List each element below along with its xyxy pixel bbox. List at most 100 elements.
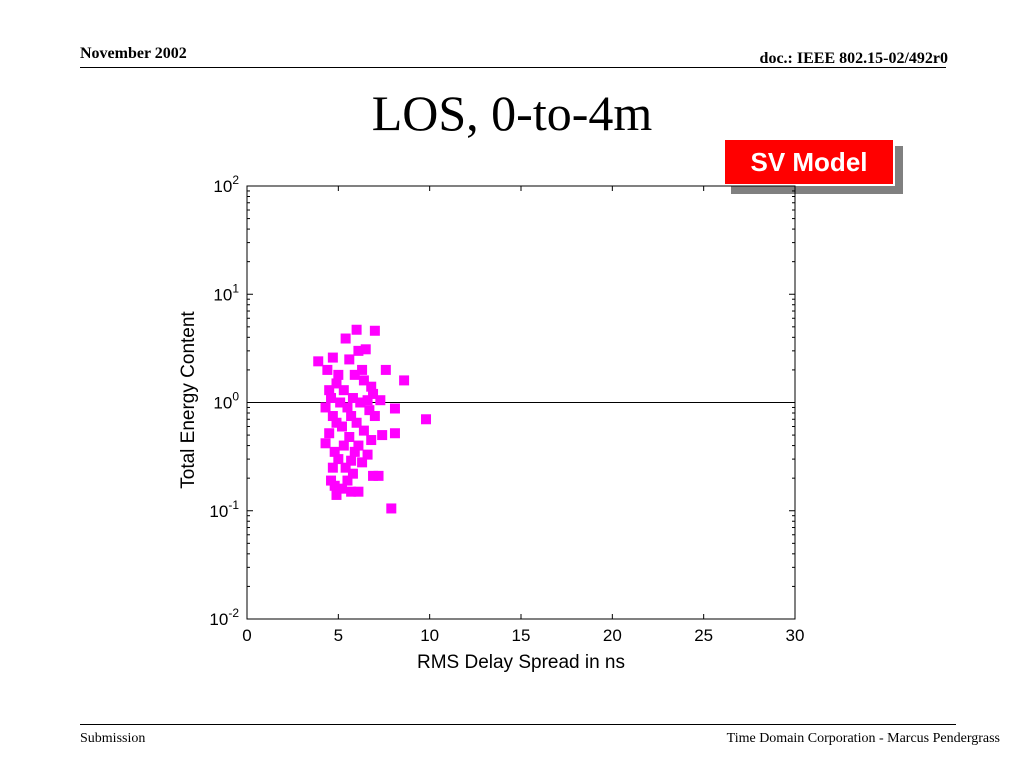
data-point bbox=[331, 417, 342, 428]
x-axis-ticks: 0 5 10 15 20 25 30 bbox=[242, 186, 804, 645]
data-point bbox=[373, 470, 384, 481]
data-point bbox=[349, 369, 360, 380]
data-point bbox=[347, 468, 358, 479]
y-tick-label: 100 bbox=[213, 390, 239, 413]
y-tick-base: 10 bbox=[209, 610, 228, 629]
x-tick-label: 30 bbox=[786, 626, 805, 645]
data-point bbox=[322, 364, 333, 375]
data-point bbox=[351, 324, 362, 335]
data-point bbox=[369, 325, 380, 336]
data-point bbox=[353, 345, 364, 356]
footer-rule bbox=[80, 724, 956, 725]
data-point bbox=[353, 486, 364, 497]
data-point bbox=[333, 369, 344, 380]
data-point bbox=[324, 428, 335, 439]
data-point bbox=[368, 388, 379, 399]
data-point bbox=[358, 425, 369, 436]
y-tick-exponent: 2 bbox=[232, 173, 239, 187]
data-point bbox=[344, 354, 355, 365]
x-axis-label: RMS Delay Spread in ns bbox=[417, 652, 625, 673]
y-tick-base: 10 bbox=[213, 394, 232, 413]
data-point bbox=[380, 364, 391, 375]
data-point bbox=[357, 457, 368, 468]
data-point bbox=[326, 393, 337, 404]
data-point bbox=[336, 421, 347, 432]
y-tick-exponent: 1 bbox=[232, 281, 239, 295]
data-point bbox=[366, 381, 377, 392]
data-point bbox=[327, 352, 338, 363]
data-point bbox=[338, 385, 349, 396]
y-tick-exponent: -1 bbox=[228, 498, 239, 512]
footer-author: Time Domain Corporation - Marcus Penderg… bbox=[726, 731, 1000, 746]
data-point bbox=[320, 402, 331, 413]
x-tick-label: 0 bbox=[242, 626, 251, 645]
y-tick-base: 10 bbox=[209, 502, 228, 521]
data-point bbox=[329, 480, 340, 491]
data-point bbox=[333, 454, 344, 465]
data-point bbox=[342, 402, 353, 413]
data-point bbox=[346, 455, 357, 466]
data-point bbox=[346, 486, 357, 497]
x-tick-label: 25 bbox=[694, 626, 713, 645]
data-point bbox=[338, 440, 349, 451]
x-tick-label: 5 bbox=[334, 626, 343, 645]
data-point bbox=[351, 417, 362, 428]
y-tick-exponent: -2 bbox=[228, 606, 239, 620]
data-point bbox=[349, 446, 360, 457]
data-point bbox=[326, 475, 337, 486]
data-point bbox=[421, 414, 432, 425]
data-point bbox=[355, 397, 366, 408]
y-tick-label: 10-2 bbox=[209, 606, 239, 629]
data-point bbox=[331, 378, 342, 389]
x-tick-label: 10 bbox=[420, 626, 439, 645]
data-point bbox=[331, 489, 342, 500]
data-point bbox=[362, 449, 373, 460]
sv-model-badge: SV Model bbox=[723, 138, 895, 186]
data-point bbox=[327, 462, 338, 473]
data-point bbox=[362, 395, 373, 406]
data-point bbox=[377, 430, 388, 441]
data-point bbox=[369, 411, 380, 422]
y-tick-base: 10 bbox=[213, 177, 232, 196]
y-minor-ticks bbox=[247, 190, 795, 587]
data-point bbox=[344, 432, 355, 443]
y-tick-base: 10 bbox=[213, 285, 232, 304]
data-point bbox=[335, 397, 346, 408]
y-tick-label: 102 bbox=[213, 173, 239, 196]
y-axis-label: Total Energy Content bbox=[178, 311, 199, 489]
data-point bbox=[324, 385, 335, 396]
data-point bbox=[399, 375, 410, 386]
header-date: November 2002 bbox=[80, 45, 187, 62]
x-tick-label: 20 bbox=[603, 626, 622, 645]
data-point bbox=[358, 375, 369, 386]
data-point bbox=[313, 356, 324, 367]
header-rule bbox=[80, 67, 946, 68]
data-point bbox=[353, 440, 364, 451]
data-point bbox=[342, 475, 353, 486]
data-point bbox=[340, 333, 351, 344]
header-doc-id: doc.: IEEE 802.15-02/492r0 bbox=[759, 50, 948, 67]
data-point bbox=[340, 462, 351, 473]
data-point bbox=[329, 446, 340, 457]
y-tick-label: 10-1 bbox=[209, 498, 239, 521]
data-points bbox=[313, 324, 432, 514]
slide-title: LOS, 0-to-4m bbox=[371, 85, 653, 141]
data-point bbox=[346, 411, 357, 422]
data-point bbox=[389, 403, 400, 414]
data-point bbox=[386, 503, 397, 514]
data-point bbox=[327, 411, 338, 422]
y-tick-label: 101 bbox=[213, 281, 239, 304]
data-point bbox=[357, 364, 368, 375]
data-point bbox=[320, 438, 331, 449]
data-point bbox=[375, 395, 386, 406]
data-point bbox=[347, 393, 358, 404]
footer-submission: Submission bbox=[80, 731, 146, 746]
data-point bbox=[336, 483, 347, 494]
x-tick-label: 15 bbox=[512, 626, 531, 645]
data-point bbox=[366, 435, 377, 446]
data-point bbox=[360, 344, 371, 355]
data-point bbox=[389, 428, 400, 439]
data-point bbox=[368, 470, 379, 481]
